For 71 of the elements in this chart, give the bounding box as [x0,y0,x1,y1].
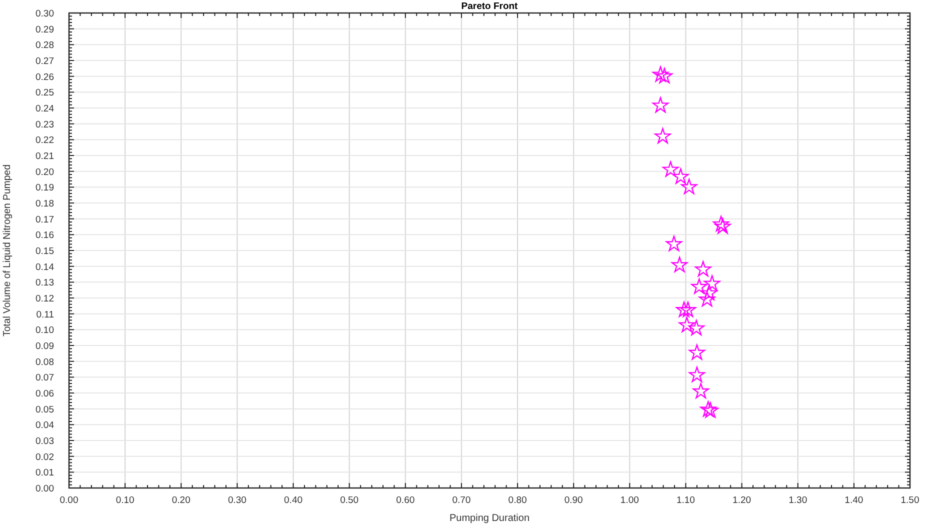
x-tick-label: 0.30 [228,495,246,506]
y-tick-label: 0.19 [36,182,54,194]
y-tick-label: 0.27 [36,56,54,67]
x-tick-label: 0.90 [564,495,583,506]
point [692,382,709,398]
point [678,316,695,332]
y-tick-label: 0.15 [36,246,54,257]
point [680,178,698,194]
x-tick-label: 1.10 [676,495,695,506]
y-tick-label: 0.17 [36,214,54,226]
point [656,68,673,84]
point [676,302,692,318]
y-tick-label: 0.13 [36,278,54,289]
x-tick-label: 1.50 [900,495,920,506]
y-tick-label: 0.08 [36,356,54,368]
point [671,256,688,272]
point [666,236,682,252]
point [652,66,669,82]
y-tick-label: 0.09 [36,341,54,352]
point [654,128,671,144]
x-tick-label: 0.50 [340,495,359,506]
y-tick-label: 0.28 [36,40,54,52]
x-tick-label: 1.20 [732,495,752,506]
point [672,168,689,184]
y-tick-label: 0.21 [36,151,54,162]
y-tick-label: 0.10 [36,325,54,336]
point [688,344,706,360]
y-tick-label: 0.05 [36,404,54,416]
point [680,302,696,318]
y-tick-label: 0.12 [36,294,54,304]
y-tick-label: 0.20 [36,166,54,178]
point [695,261,712,276]
y-tick-label: 0.29 [36,24,54,36]
point [701,284,718,300]
x-tick-label: 0.70 [452,495,471,506]
y-tick-label: 0.23 [36,119,54,130]
y-tick-label: 0.01 [36,468,54,479]
y-tick-label: 0.30 [36,8,54,20]
point [688,366,706,382]
y-tick-label: 0.03 [36,436,54,447]
x-tick-label: 0.80 [508,495,527,506]
x-axis-title: Pumping Duration [449,513,530,524]
y-tick-label: 0.14 [36,262,54,273]
y-tick-label: 0.00 [36,484,54,494]
point [652,97,669,113]
y-tick-label: 0.24 [36,104,54,114]
y-tick-label: 0.18 [36,198,54,210]
x-tick-label: 0.40 [284,495,303,506]
x-tick-label: 0.10 [116,495,134,506]
point [691,278,708,294]
point [704,275,720,291]
y-tick-label: 0.26 [36,72,54,83]
x-tick-label: 1.30 [788,495,808,506]
y-tick-label: 0.07 [36,372,54,384]
point [698,291,716,307]
chart-title: Pareto Front [461,1,519,12]
y-tick-label: 0.25 [36,88,54,99]
x-tick-label: 0.60 [396,495,415,506]
x-tick-label: 0.20 [172,495,190,506]
y-tick-label: 0.06 [36,388,54,400]
point [662,161,679,177]
y-tick-label: 0.16 [36,230,54,242]
y-tick-label: 0.02 [36,452,54,463]
point [688,320,704,336]
y-tick-label: 0.04 [36,420,54,432]
y-axis-title: Total Volume of Liquid Nitrogen Pumped [2,158,13,336]
y-tick-label: 0.22 [36,135,54,146]
y-tick-label: 0.11 [36,309,54,320]
x-tick-label: 1.40 [844,495,864,506]
x-tick-label: 0.00 [60,495,78,506]
x-tick-label: 1.00 [620,495,639,506]
